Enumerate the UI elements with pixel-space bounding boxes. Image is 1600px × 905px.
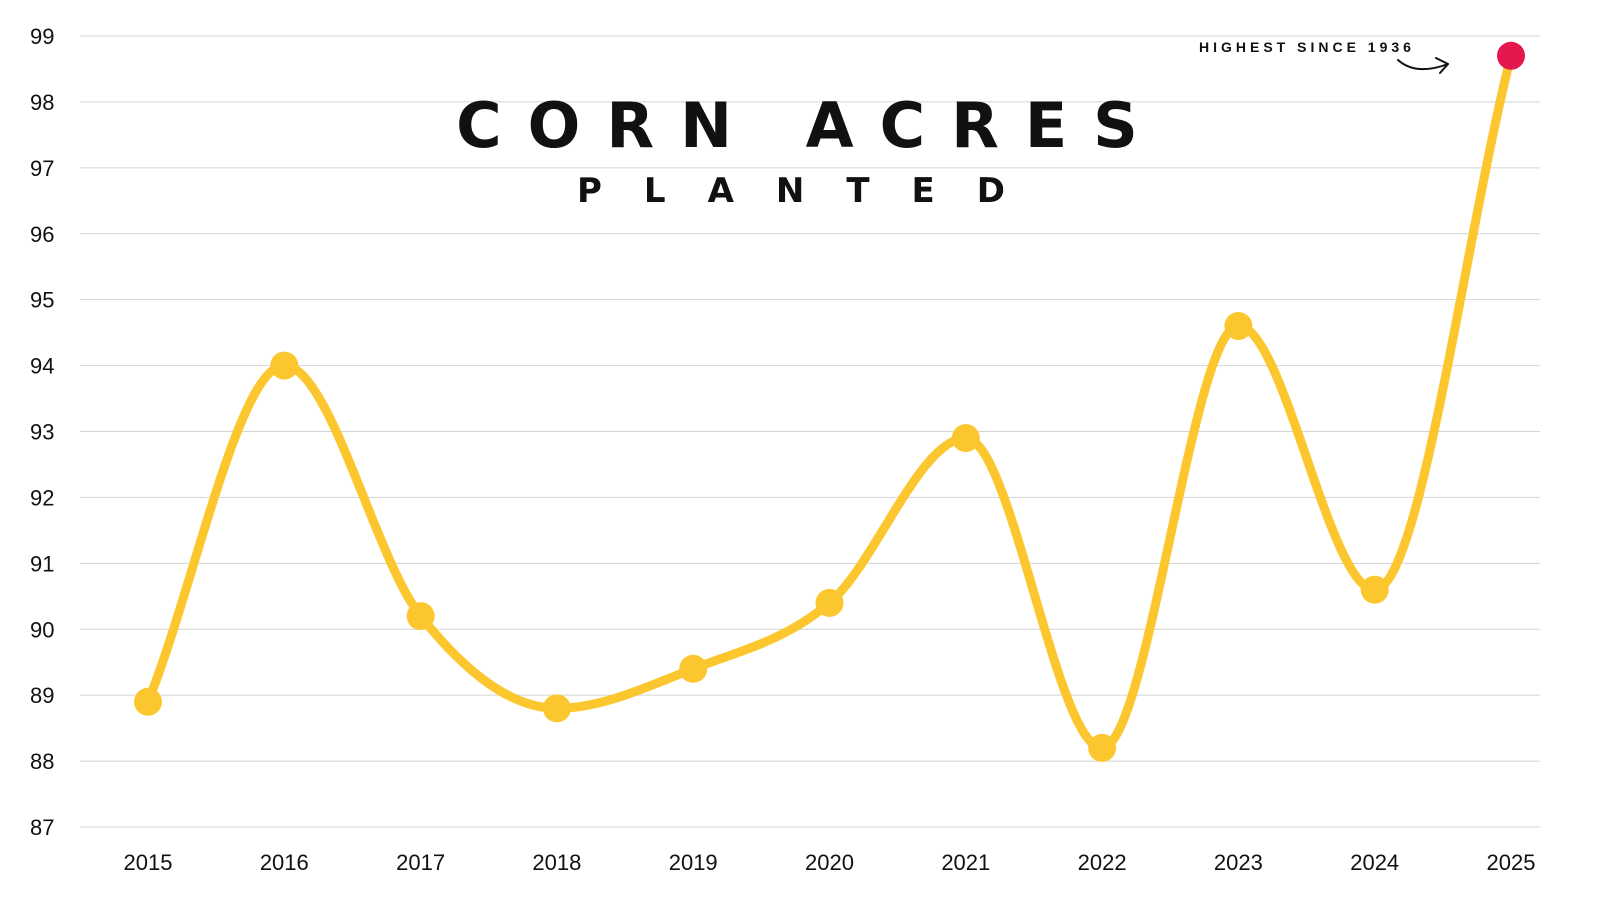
annotation: HIGHEST SINCE 1936 [1199, 39, 1449, 74]
x-tick-label: 2015 [124, 850, 173, 875]
x-tick-label: 2024 [1350, 850, 1399, 875]
x-tick-label: 2023 [1214, 850, 1263, 875]
data-point [1088, 733, 1117, 762]
data-point [815, 588, 844, 617]
y-tick-label: 97 [30, 156, 54, 181]
annotation-label: HIGHEST SINCE 1936 [1199, 39, 1415, 55]
data-point [679, 654, 708, 683]
highlight-point [1497, 41, 1525, 70]
data-point [542, 694, 571, 723]
data-point [270, 351, 299, 380]
data-point [134, 687, 162, 716]
y-tick-label: 88 [30, 749, 54, 774]
x-tick-label: 2017 [396, 850, 445, 875]
y-tick-label: 96 [30, 222, 54, 247]
y-tick-label: 89 [30, 683, 54, 708]
y-tick-label: 99 [30, 24, 54, 49]
y-tick-label: 87 [30, 815, 54, 840]
y-tick-label: 93 [30, 420, 54, 445]
x-tick-label: 2018 [532, 850, 581, 875]
chart-subtitle: PLANTED [577, 171, 1047, 211]
x-tick-label: 2022 [1078, 850, 1127, 875]
x-axis-tick-labels: 2015 2016 2017 2018 2019 2020 2021 2022 2023 2024… [124, 850, 1536, 875]
y-tick-label: 91 [30, 551, 54, 576]
annotation-arrowhead-icon [1435, 57, 1449, 74]
annotation-arrow-icon [1397, 59, 1449, 71]
grid-layer [80, 35, 1540, 828]
y-tick-label: 92 [30, 485, 54, 510]
data-point [1360, 575, 1389, 604]
x-tick-label: 2020 [805, 850, 854, 875]
series-line [143, 51, 1516, 753]
data-point [951, 424, 980, 453]
x-tick-label: 2019 [669, 850, 718, 875]
y-tick-label: 94 [30, 354, 54, 379]
y-axis-tick-labels: 87 88 89 90 91 92 93 94 95 96 97 98 99 [30, 24, 54, 840]
x-tick-label: 2025 [1487, 850, 1536, 875]
data-point [1224, 312, 1253, 341]
x-tick-label: 2016 [260, 850, 309, 875]
data-point [406, 602, 435, 631]
chart-title: CORN ACRES [456, 89, 1164, 162]
y-tick-label: 95 [30, 288, 54, 313]
data-points [134, 41, 1525, 762]
y-tick-label: 98 [30, 90, 54, 115]
x-tick-label: 2021 [941, 850, 990, 875]
y-tick-label: 90 [30, 617, 54, 642]
series-layer [143, 51, 1516, 753]
